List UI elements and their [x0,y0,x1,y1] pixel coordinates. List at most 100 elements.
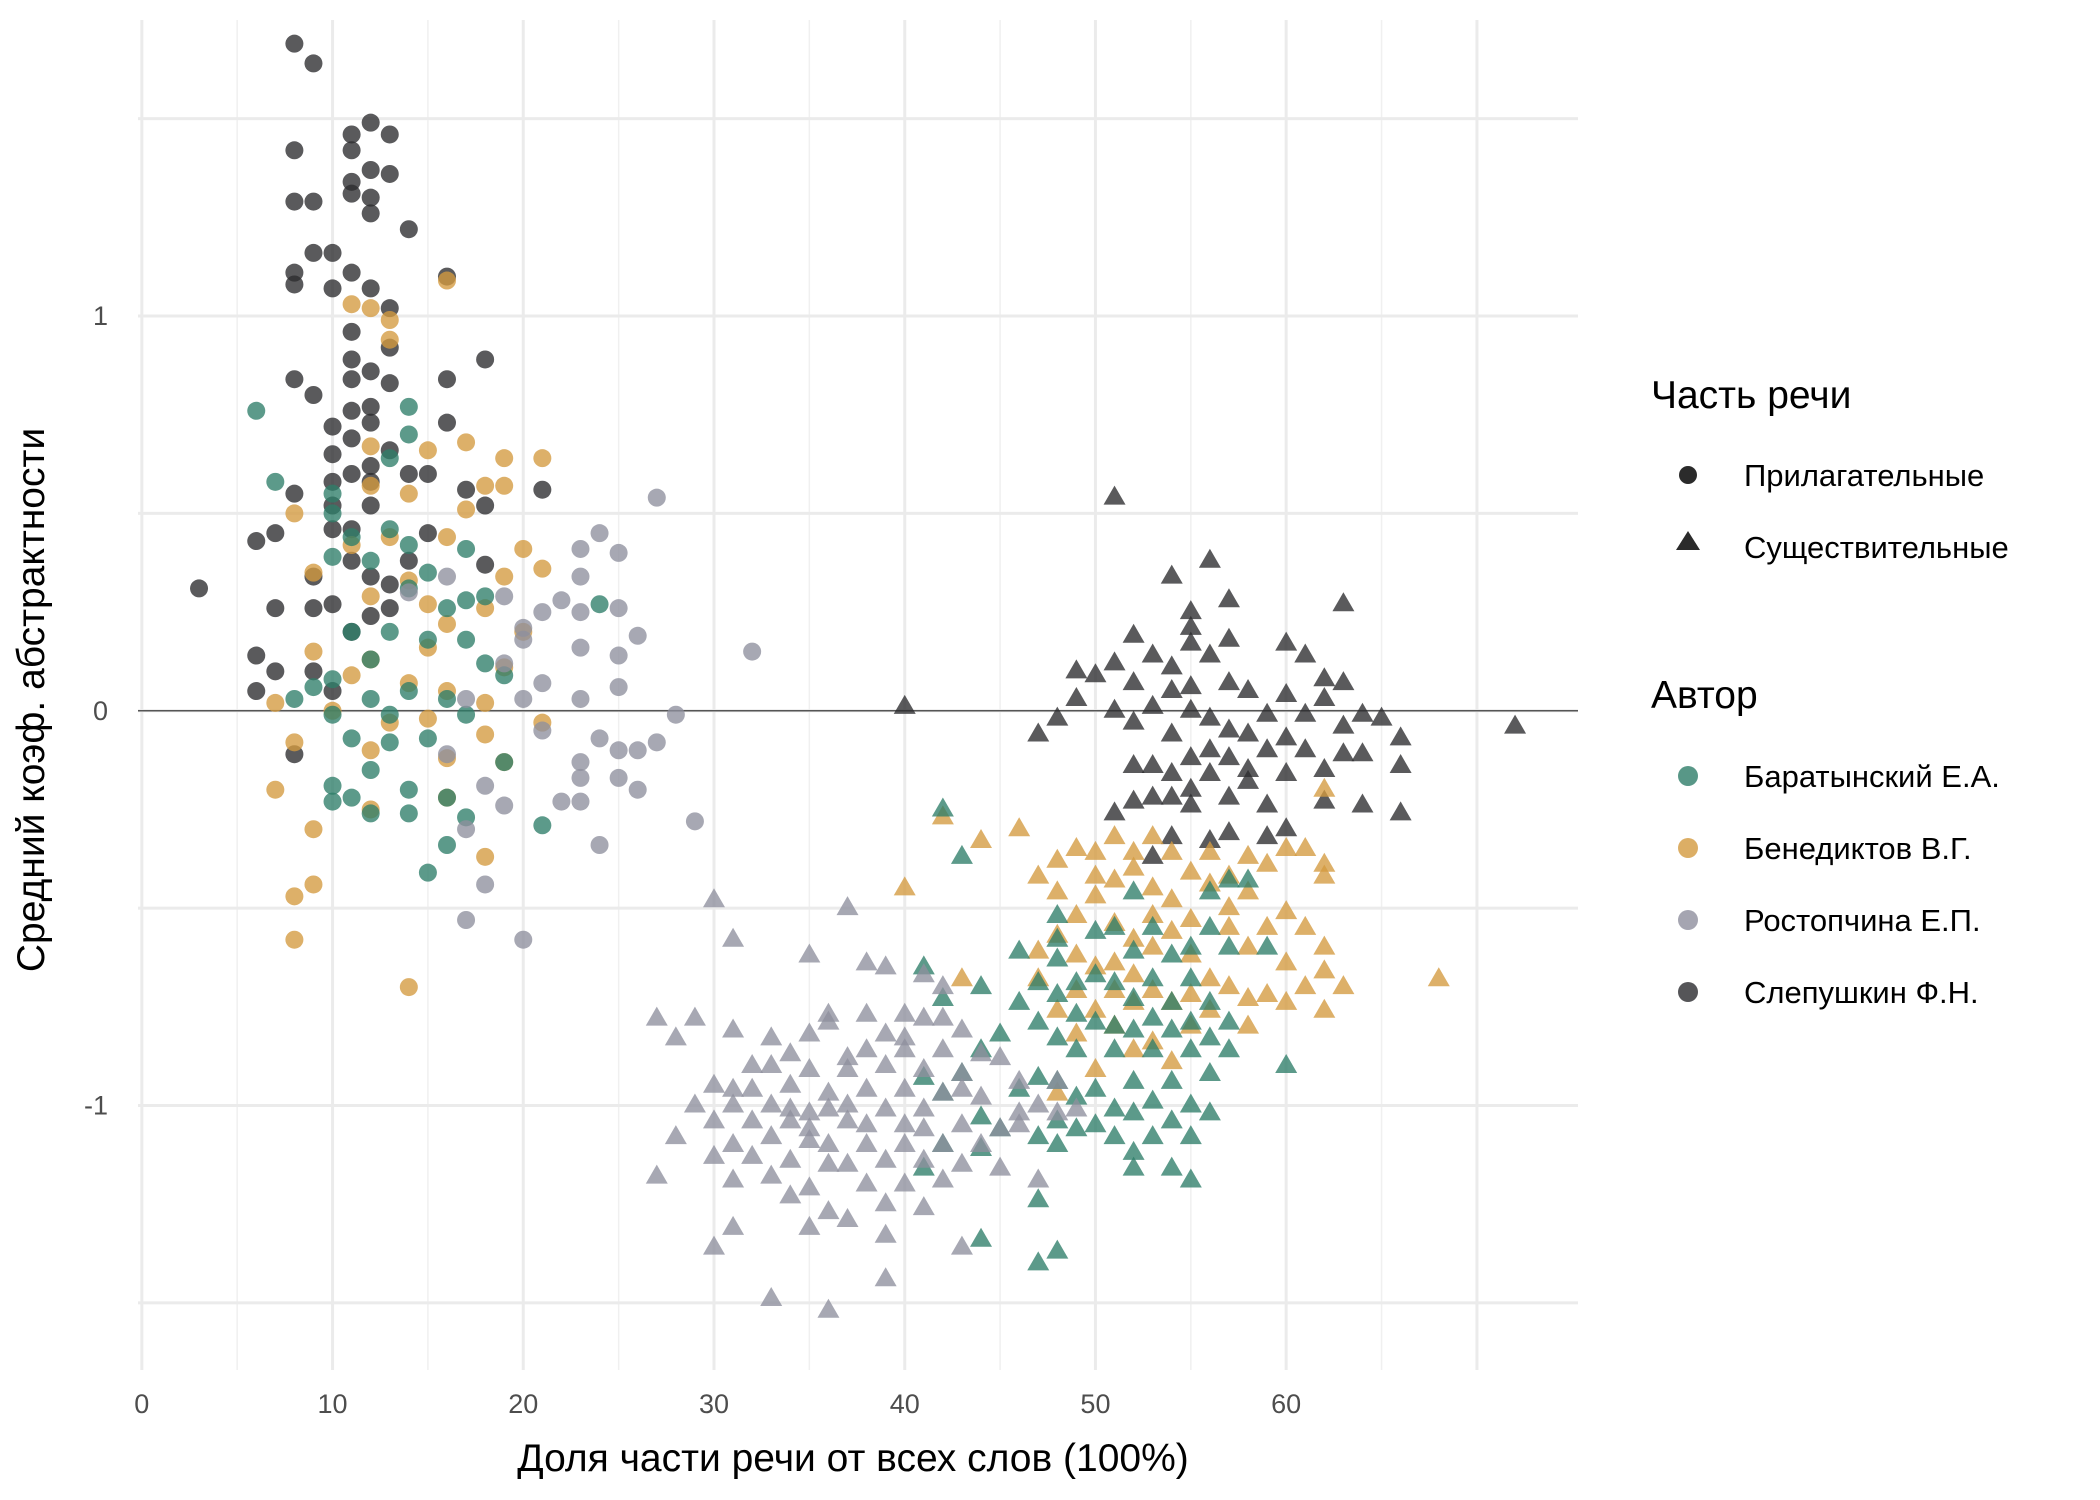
adjective-point [266,524,285,543]
noun-point [912,1058,935,1077]
adjective-point [304,192,323,211]
adjective-point [399,551,418,570]
noun-point [1313,686,1336,706]
noun-point [1084,864,1107,884]
adjective-point [609,599,628,618]
noun-point [1084,884,1107,904]
adjective-point [399,397,418,416]
adjective-point [323,776,342,795]
adjective-point [533,559,552,578]
adjective-point [342,125,361,144]
noun-point [855,1077,878,1097]
noun-point [1141,844,1164,864]
adjective-point [361,496,380,515]
noun-point [1294,738,1317,758]
adjective-point [457,591,476,610]
shape-legend-title: Часть речи [1651,374,1851,417]
adjective-point [514,689,533,708]
noun-point [1256,983,1279,1002]
noun-point [1313,758,1336,777]
adjective-point [437,528,456,547]
adjective-point [304,662,323,681]
noun-point [703,1144,725,1164]
noun-point [1217,785,1240,805]
noun-point [1046,1081,1069,1101]
adjective-point [399,780,418,799]
noun-point [1198,1101,1221,1121]
adjective-point [571,768,590,787]
adjective-point [266,472,285,491]
adjective-point [457,911,476,929]
adjective-point [380,622,399,641]
adjective-point [533,816,552,835]
noun-point [1084,998,1107,1018]
noun-point [1504,714,1527,734]
noun-point [1084,1113,1107,1133]
noun-point [1084,1077,1107,1097]
adjective-point [571,567,590,586]
noun-point [1294,915,1317,935]
adjective-point [361,362,380,381]
adjective-point [380,374,399,393]
noun-point [1313,852,1336,872]
y-tick-label: 0 [93,696,108,726]
adjective-point [304,563,323,582]
adjective-point [457,500,476,519]
noun-point [703,1073,725,1093]
adjective-point [457,705,476,724]
noun-point [1122,623,1145,643]
noun-point [1027,1010,1050,1030]
noun-point [1275,817,1298,837]
noun-point [950,844,973,864]
noun-point [1332,592,1355,612]
adjective-point [323,243,342,262]
adjective-point [399,220,418,239]
noun-point [722,1077,745,1097]
adjective-point [399,464,418,483]
adjective-point [285,275,304,294]
tick-labels: 0 10 20 30 40 50 60 -1 0 1 [84,301,1301,1419]
noun-point [1217,915,1240,935]
noun-point [855,1002,878,1022]
adjective-point [342,184,361,203]
noun-point [1160,564,1183,584]
adjective-point [361,397,380,416]
adjective-point [685,812,704,831]
noun-point [1370,706,1393,726]
noun-point [741,1054,764,1074]
noun-point [931,1133,954,1152]
noun-point [1160,1018,1183,1038]
adjective-point [323,520,342,539]
noun-point [1237,769,1260,789]
adjective-point [437,614,456,633]
adjective-point [476,476,495,495]
noun-point [1237,986,1260,1006]
noun-point [931,1081,954,1101]
noun-point [874,1054,897,1074]
adjective-point [437,836,456,854]
noun-point [779,1073,802,1093]
noun-point [1122,671,1145,691]
noun-point [855,1172,878,1192]
adjective-point [323,595,342,614]
noun-point [1046,947,1069,967]
adjective-point [323,279,342,298]
noun-point [1160,1069,1183,1089]
noun-point [760,1026,783,1046]
noun-point [798,1215,821,1235]
noun-point [1065,1097,1088,1117]
noun-point [1179,631,1202,651]
noun-point [1027,722,1050,742]
noun-point [1217,935,1240,955]
adjective-point [437,271,456,290]
adjective-point [533,449,552,468]
noun-point [1332,671,1355,691]
noun-point [1332,975,1355,995]
noun-point [912,1148,935,1168]
noun-point [1027,1188,1050,1208]
x-axis-title: Доля части речи от всех слов (100%) [517,1437,1189,1480]
adjective-point [437,599,456,618]
noun-point [1275,951,1298,971]
noun-point [1275,900,1298,920]
noun-point [950,1061,973,1081]
